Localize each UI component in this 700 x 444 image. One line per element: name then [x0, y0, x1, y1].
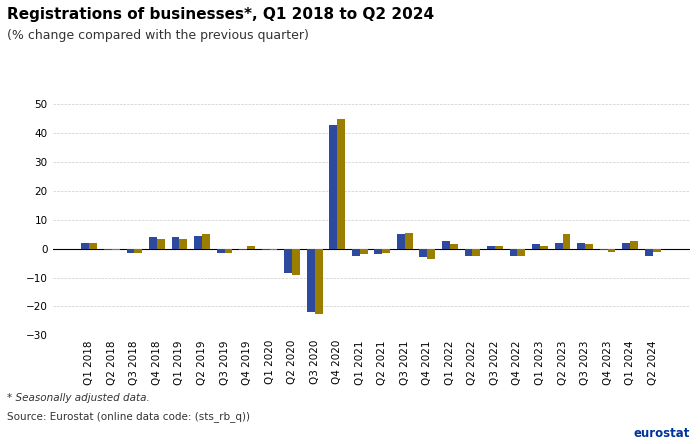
Bar [202, 234, 210, 249]
Bar [608, 249, 615, 251]
Bar [217, 249, 225, 253]
Bar [442, 242, 450, 249]
Bar [284, 249, 292, 273]
Text: Registrations of businesses*, Q1 2018 to Q2 2024: Registrations of businesses*, Q1 2018 to… [7, 7, 434, 22]
Text: Source: Eurostat (online data code: (sts_rb_q)): Source: Eurostat (online data code: (sts… [7, 411, 250, 422]
Bar [554, 243, 563, 249]
Bar [292, 249, 300, 274]
Bar [172, 237, 179, 249]
Bar [179, 238, 188, 249]
Bar [90, 243, 97, 249]
Bar [149, 237, 157, 249]
Bar [532, 244, 540, 249]
Bar [352, 249, 360, 256]
Bar [419, 249, 427, 258]
Bar [465, 249, 472, 256]
Bar [517, 249, 525, 256]
Bar [307, 249, 315, 312]
Bar [427, 249, 435, 259]
Bar [645, 249, 652, 256]
Bar [487, 246, 495, 249]
Text: eurostat: eurostat [633, 427, 690, 440]
Bar [157, 238, 164, 249]
Bar [382, 249, 390, 253]
Bar [81, 243, 90, 249]
Bar [374, 249, 382, 254]
Bar [329, 125, 337, 249]
Bar [247, 246, 255, 249]
Bar [473, 249, 480, 256]
Bar [270, 249, 277, 250]
Bar [600, 249, 608, 250]
Bar [652, 249, 661, 251]
Bar [225, 249, 232, 253]
Bar [104, 249, 112, 250]
Bar [405, 233, 413, 249]
Bar [112, 249, 120, 250]
Text: (% change compared with the previous quarter): (% change compared with the previous qua… [7, 29, 309, 42]
Bar [563, 234, 570, 249]
Bar [578, 243, 585, 249]
Bar [194, 236, 202, 249]
Bar [510, 249, 517, 256]
Bar [397, 234, 405, 249]
Bar [622, 243, 630, 249]
Bar [134, 249, 142, 253]
Bar [585, 244, 593, 249]
Bar [337, 119, 345, 249]
Bar [450, 244, 458, 249]
Bar [540, 246, 548, 249]
Bar [239, 249, 247, 250]
Bar [315, 249, 323, 313]
Text: * Seasonally adjusted data.: * Seasonally adjusted data. [7, 393, 150, 403]
Bar [127, 249, 134, 253]
Bar [360, 249, 368, 254]
Bar [495, 246, 503, 249]
Bar [630, 242, 638, 249]
Bar [262, 249, 270, 250]
